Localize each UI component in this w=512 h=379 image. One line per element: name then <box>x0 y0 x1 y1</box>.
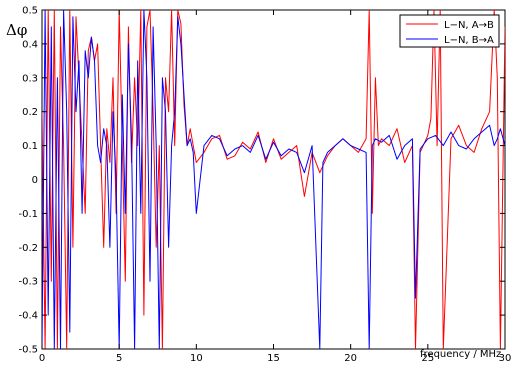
y-tick-label: 0.5 <box>22 6 38 17</box>
y-tick-label: -0.1 <box>18 209 38 220</box>
x-tick-label: 10 <box>190 353 203 364</box>
y-tick-label: 0.4 <box>22 39 38 50</box>
y-axis-label: Δφ <box>6 21 27 39</box>
x-tick-label: 20 <box>344 353 357 364</box>
y-tick-label: 0.3 <box>22 73 38 84</box>
legend-box <box>399 14 500 48</box>
y-tick-label: 0.1 <box>22 141 38 152</box>
plot-area <box>41 9 506 350</box>
x-tick-label: 15 <box>267 353 280 364</box>
x-tick-label: 25 <box>421 353 434 364</box>
x-tick-label: 5 <box>116 353 122 364</box>
y-tick-label: 0 <box>32 175 38 186</box>
y-tick-label: -0.2 <box>18 243 38 254</box>
y-tick-label: -0.4 <box>18 311 38 322</box>
y-tick-label: -0.5 <box>18 345 38 356</box>
series-line-2 <box>42 10 505 349</box>
y-tick-label: -0.3 <box>18 277 38 288</box>
y-tick-label: 0.2 <box>22 107 38 118</box>
ticks-layer: 0 5 10 15 20 25 30 -0.5 -0.4 -0.3 -0.2 -0.1 0 0.1 0.2 0… <box>18 6 511 365</box>
x-tick-label: 0 <box>39 353 45 364</box>
legend-label-series-2: L−N, B→A <box>444 35 494 46</box>
legend-label-series-1: L−N, A→B <box>444 20 494 31</box>
x-axis-label: frequency / MHz <box>420 349 501 360</box>
series-layer <box>42 10 505 349</box>
x-tick-label: 30 <box>499 353 512 364</box>
legend: L−N, A→B L−N, B→A <box>399 14 500 48</box>
